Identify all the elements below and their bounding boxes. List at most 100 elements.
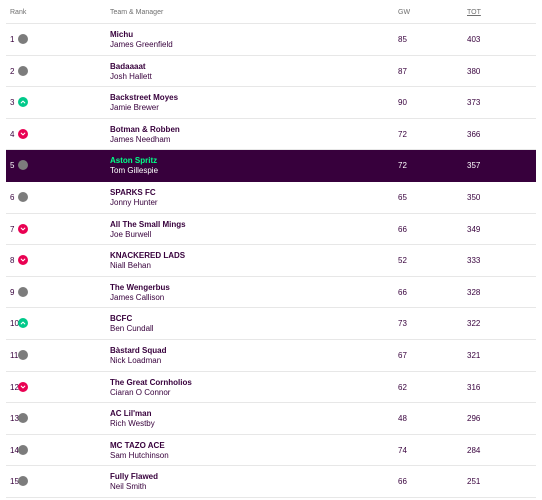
manager-name: Ciaran O Connor [110,387,171,397]
table-row: 3 Backstreet Moyes Jamie Brewer 90 373 [6,87,536,119]
total-points: 357 [467,161,481,171]
gw-points: 67 [398,350,407,360]
manager-name: Josh Hallett [110,71,152,81]
total-points: 350 [467,192,481,202]
table-row: 13 AC Lil'man Rich Westby 48 296 [6,403,536,435]
gw-points: 73 [398,319,407,329]
table-row: 2 Badaaaat Josh Hallett 87 380 [6,56,536,88]
manager-name: James Callison [110,292,165,302]
rank-same-icon [18,65,28,76]
manager-name: Jonny Hunter [110,197,158,207]
table-row: 14 MC TAZO ACE Sam Hutchinson 74 284 [6,435,536,467]
rank-number: 10 [10,319,19,329]
table-row: 11 Bàstard Squad Nick Loadman 67 321 [6,340,536,372]
table-body: 1 Michu James Greenfield 85 403 2 Badaaa… [6,24,536,498]
rank-number: 7 [10,224,15,234]
total-points: 380 [467,66,481,76]
manager-name: Ben Cundall [110,324,154,334]
rank-number: 4 [10,129,15,139]
total-points: 373 [467,98,481,108]
team-name-link[interactable]: Bàstard Squad [110,345,167,355]
gw-points: 74 [398,445,407,455]
rank-same-icon [18,476,28,487]
manager-name: Sam Hutchinson [110,450,169,460]
total-points: 284 [467,445,481,455]
gw-points: 72 [398,129,407,139]
table-row: 1 Michu James Greenfield 85 403 [6,24,536,56]
rank-same-icon [18,160,28,171]
gw-points: 52 [398,256,407,266]
rank-number: 3 [10,98,15,108]
total-points: 366 [467,129,481,139]
total-points: 403 [467,35,481,44]
gw-points: 66 [398,477,407,487]
rank-number: 9 [10,287,15,297]
team-name-link[interactable]: BCFC [110,314,133,324]
gw-points: 66 [398,287,407,297]
manager-name: James Needham [110,134,171,144]
team-name-link[interactable]: Backstreet Moyes [110,93,179,103]
rank-down-icon [18,381,28,392]
rank-number: 12 [10,382,19,392]
gw-points: 85 [398,35,407,44]
team-name-link[interactable]: Badaaaat [110,61,146,71]
gw-points: 66 [398,224,407,234]
table-header: Rank Team & Manager GW TOT [6,0,536,24]
table-row: 12 The Great Cornholios Ciaran O Connor … [6,372,536,404]
team-name-link[interactable]: AC Lil'man [110,409,152,419]
team-name-link[interactable]: The Great Cornholios [110,377,192,387]
rank-same-icon [18,349,28,360]
rank-up-icon [18,318,28,329]
rank-down-icon [18,255,28,266]
gw-points: 90 [398,98,407,108]
total-points: 251 [467,477,481,487]
manager-name: Nick Loadman [110,355,162,365]
total-points: 296 [467,414,481,424]
gw-points: 48 [398,414,407,424]
rank-number: 1 [10,35,15,44]
team-name-link[interactable]: Michu [110,30,134,39]
gw-points: 65 [398,192,407,202]
table-row: 8 KNACKERED LADS Niall Behan 52 333 [6,245,536,277]
gw-points: 62 [398,382,407,392]
header-team-manager: Team & Manager [110,9,164,16]
rank-up-icon [18,97,28,108]
rank-number: 15 [10,477,19,487]
team-name-link[interactable]: Aston Spritz [110,156,158,166]
gw-points: 72 [398,161,407,171]
table-row: 4 Botman & Robben James Needham 72 366 [6,119,536,151]
manager-name: Niall Behan [110,261,151,271]
team-name-link[interactable]: KNACKERED LADS [110,251,186,261]
total-points: 349 [467,224,481,234]
rank-number: 13 [10,414,19,424]
table-row: 15 Fully Flawed Neil Smith 66 251 [6,466,536,498]
header-tot[interactable]: TOT [467,9,481,16]
manager-name: Tom Gillespie [110,166,159,176]
rank-same-icon [18,34,28,44]
header-rank: Rank [10,9,27,16]
team-name-link[interactable]: Fully Flawed [110,472,159,482]
rank-down-icon [18,128,28,139]
table-row: 7 All The Small Mings Joe Burwell 66 349 [6,214,536,246]
rank-same-icon [18,286,28,297]
manager-name: Neil Smith [110,482,147,492]
rank-number: 2 [10,66,15,76]
header-gw[interactable]: GW [398,9,411,16]
total-points: 322 [467,319,481,329]
manager-name: Rich Westby [110,419,155,429]
team-name-link[interactable]: The Wengerbus [110,282,170,292]
rank-same-icon [18,191,28,202]
manager-name: James Greenfield [110,40,173,49]
table-row: 5 Aston Spritz Tom Gillespie 72 357 [6,150,536,182]
table-row: 10 BCFC Ben Cundall 73 322 [6,308,536,340]
table-row: 9 The Wengerbus James Callison 66 328 [6,277,536,309]
team-name-link[interactable]: All The Small Mings [110,219,186,229]
team-name-link[interactable]: MC TAZO ACE [110,440,165,450]
total-points: 316 [467,382,481,392]
table-row: 6 SPARKS FC Jonny Hunter 65 350 [6,182,536,214]
team-name-link[interactable]: SPARKS FC [110,187,156,197]
team-name-link[interactable]: Botman & Robben [110,124,180,134]
rank-number: 8 [10,256,15,266]
total-points: 321 [467,350,481,360]
rank-down-icon [18,223,28,234]
